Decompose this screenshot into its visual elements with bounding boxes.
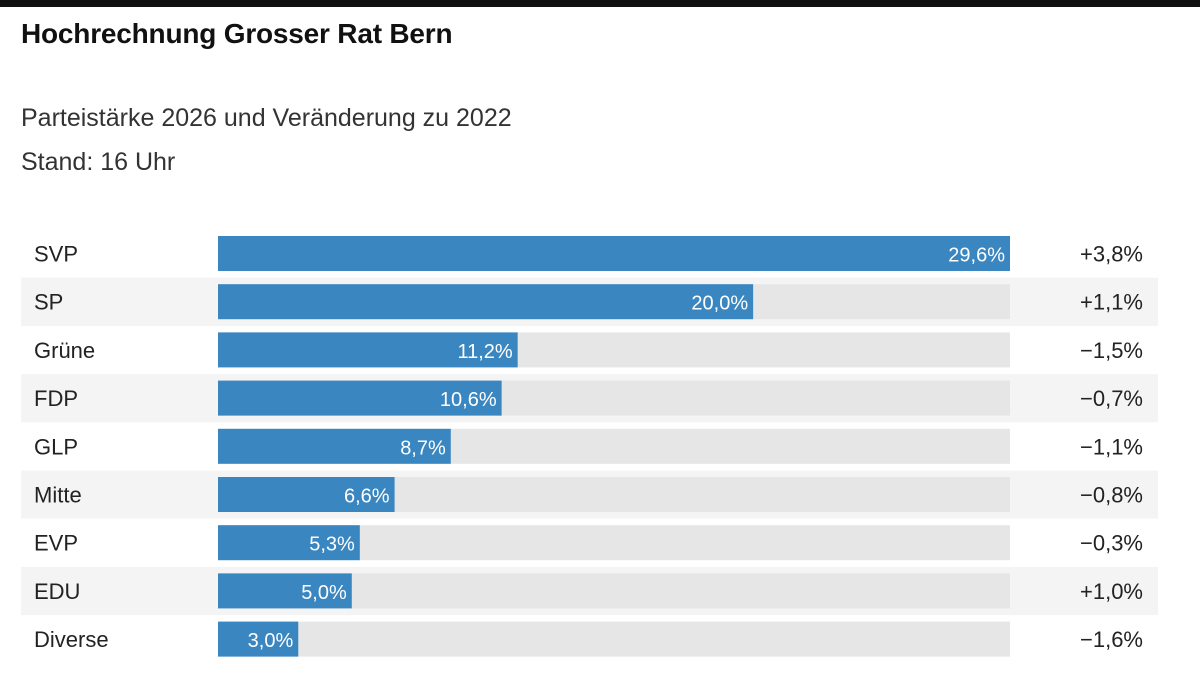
bar-value-label: 5,0% [301,582,347,604]
bar-value-label: 29,6% [948,245,1005,267]
change-label: +1,0% [1080,579,1143,604]
change-label: −1,6% [1080,627,1143,652]
change-label: +3,8% [1080,242,1143,267]
bar-value-label: 6,6% [344,486,390,508]
bar-value-label: 10,6% [440,389,497,411]
category-label: EVP [34,531,78,556]
category-label: Diverse [34,627,109,652]
bar-value-label: 3,0% [248,630,294,652]
bar-value-label: 8,7% [400,437,446,459]
category-label: SP [34,290,63,315]
bar [218,236,1010,271]
bar [218,477,395,512]
category-label: Grüne [34,338,95,363]
category-label: Mitte [34,483,82,508]
bar [218,573,352,609]
change-label: −1,5% [1080,338,1143,363]
bar-value-label: 11,2% [457,341,512,363]
category-label: EDU [34,579,80,604]
subtitle-line-2: Stand: 16 Uhr [21,148,176,176]
category-label: FDP [34,386,78,411]
chart-subtitle: Parteistärke 2026 und Veränderung zu 202… [21,96,512,184]
change-label: −0,3% [1080,531,1143,556]
category-label: SVP [34,242,78,267]
bar [218,332,518,368]
bar [218,621,299,657]
change-label: −1,1% [1080,434,1143,459]
category-label: GLP [34,434,78,459]
bar-track [218,621,1010,657]
bar [218,428,451,464]
chart-title: Hochrechnung Grosser Rat Bern [21,18,453,49]
bar [218,525,360,561]
bar [218,380,502,416]
change-label: −0,8% [1080,483,1143,508]
top-bar [0,0,1200,7]
bar-value-label: 20,0% [691,293,748,315]
subtitle-line-1: Parteistärke 2026 und Veränderung zu 202… [21,104,512,132]
bar [218,284,754,320]
change-label: −0,7% [1080,386,1143,411]
bar-value-label: 5,3% [309,534,355,556]
change-label: +1,1% [1080,290,1143,315]
